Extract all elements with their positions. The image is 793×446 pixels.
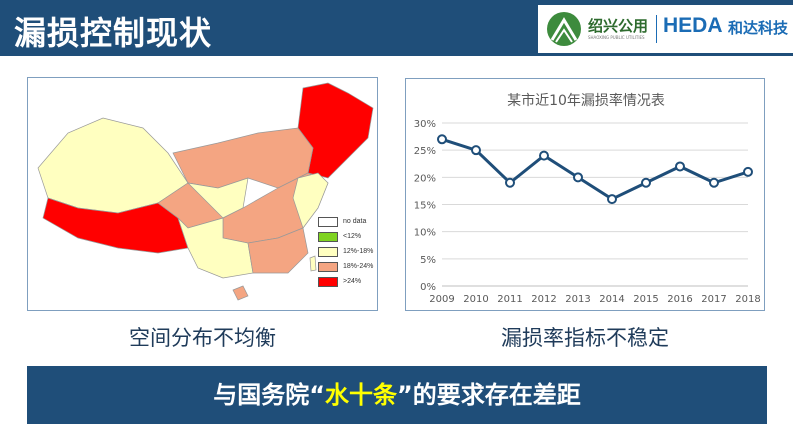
chart-title: 某市近10年漏损率情况表 [507, 92, 665, 109]
legend-item: >24% [318, 274, 373, 289]
data-point [675, 161, 685, 172]
chart-panel: 某市近10年漏损率情况表 0% 5% 10% 15% 20% 25% 30% 2009 2010… [405, 78, 765, 311]
banner-text-pre: 与国务院“ [213, 381, 325, 409]
legend-item: 18%-24% [318, 259, 373, 274]
y-tick-label: 5% [420, 255, 436, 266]
data-point [505, 177, 515, 188]
header-bar: 漏损控制现状 绍兴公用 SHAOXING PUBLIC UTILITIES HE… [0, 0, 793, 56]
data-point [437, 134, 447, 145]
region-east [292, 172, 329, 229]
logo-area: 绍兴公用 SHAOXING PUBLIC UTILITIES HEDA 和达科技 [538, 5, 793, 53]
legend-item: <12% [318, 229, 373, 244]
y-tick-label: 30% [414, 119, 436, 130]
conclusion-banner: 与国务院“水十条”的要求存在差距 [27, 366, 767, 424]
data-point [539, 150, 549, 161]
x-tick-label: 2010 [463, 294, 488, 305]
y-tick-label: 20% [414, 173, 436, 184]
y-tick-label: 10% [414, 228, 436, 239]
y-tick-label: 0% [420, 282, 436, 293]
data-point [573, 172, 583, 183]
data-point [743, 166, 753, 177]
china-map [37, 82, 374, 301]
legend-item: no data [318, 214, 373, 229]
region-hainan [232, 285, 249, 301]
x-tick-label: 2012 [531, 294, 556, 305]
x-tick-label: 2017 [701, 294, 726, 305]
x-tick-label: 2015 [633, 294, 658, 305]
data-point [641, 177, 651, 188]
x-tick-label: 2016 [667, 294, 692, 305]
banner-text-post: ”的要求存在差距 [397, 381, 581, 409]
logo-cn: 绍兴公用 [588, 17, 649, 35]
x-tick-label: 2018 [735, 294, 760, 305]
region-south [247, 227, 309, 274]
map-legend: no data <12% 12%-18% 18%-24% >24% [318, 214, 373, 289]
x-tick-label: 2009 [429, 294, 454, 305]
x-tick-label: 2014 [599, 294, 624, 305]
data-point [471, 145, 481, 156]
region-north-inner [172, 127, 314, 189]
shaoxing-logo-icon [547, 12, 581, 46]
data-point [607, 194, 617, 205]
banner-highlight: 水十条 [325, 381, 397, 409]
region-taiwan [309, 255, 317, 272]
brand-logo: HEDA [663, 14, 723, 37]
brand-cn: 和达科技 [728, 19, 789, 37]
y-tick-label: 25% [414, 146, 436, 157]
map-panel: no data <12% 12%-18% 18%-24% >24% [27, 77, 378, 311]
map-caption: 空间分布不均衡 [129, 326, 276, 350]
chart-caption: 漏损率指标不稳定 [501, 326, 669, 350]
data-point [709, 177, 719, 188]
y-tick-label: 15% [414, 201, 436, 212]
page-title: 漏损控制现状 [14, 14, 213, 52]
line-chart: 某市近10年漏损率情况表 0% 5% 10% 15% 20% 25% 30% 2009 2010… [414, 92, 761, 305]
region-gansu [186, 177, 249, 219]
logo-en: SHAOXING PUBLIC UTILITIES [588, 35, 645, 40]
x-tick-label: 2013 [565, 294, 590, 305]
x-tick-label: 2011 [497, 294, 522, 305]
series-line [441, 137, 749, 201]
legend-item: 12%-18% [318, 244, 373, 259]
